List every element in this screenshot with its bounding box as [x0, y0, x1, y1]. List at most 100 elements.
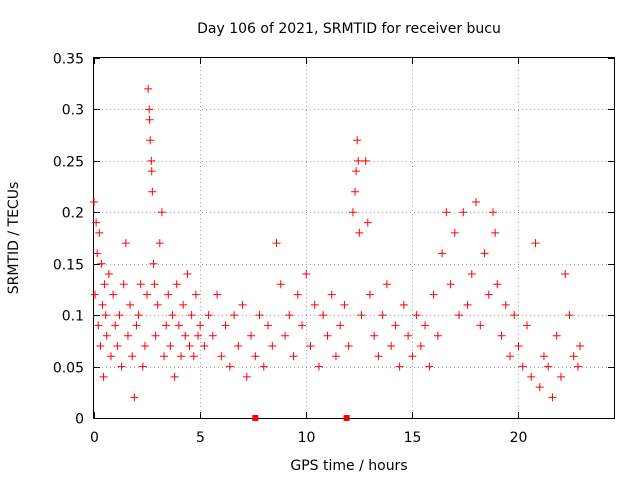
- data-point: [357, 311, 366, 320]
- data-point: [100, 280, 109, 289]
- x-axis-title: GPS time / hours: [290, 458, 407, 474]
- data-point: [459, 208, 468, 217]
- data-point: [336, 321, 345, 330]
- data-point: [395, 362, 404, 371]
- y-tick-label: 0: [75, 412, 84, 428]
- data-point: [331, 352, 340, 361]
- data-point: [166, 342, 175, 350]
- data-point: [327, 290, 336, 299]
- data-point: [556, 372, 565, 381]
- data-point: [429, 290, 438, 299]
- data-point: [145, 115, 154, 124]
- axis-marker: [252, 415, 259, 421]
- data-point: [323, 331, 332, 340]
- data-point: [126, 300, 135, 309]
- data-point: [217, 352, 226, 361]
- chart-title: Day 106 of 2021, SRMTID for receiver buc…: [197, 21, 501, 37]
- data-point: [153, 300, 162, 309]
- data-point: [185, 342, 194, 350]
- data-point: [352, 167, 361, 176]
- data-point: [247, 331, 256, 340]
- data-point: [314, 362, 323, 371]
- data-point: [191, 290, 200, 299]
- data-point: [147, 167, 156, 176]
- data-point: [121, 239, 130, 248]
- data-point: [144, 84, 153, 93]
- data-point: [353, 136, 362, 145]
- data-point: [433, 331, 442, 340]
- data-point: [115, 311, 124, 320]
- data-point: [491, 228, 500, 237]
- data-point: [101, 311, 110, 320]
- data-point: [208, 331, 217, 340]
- data-point: [196, 321, 205, 330]
- data-point: [92, 218, 101, 227]
- data-point: [174, 321, 183, 330]
- data-point: [242, 372, 251, 381]
- data-point: [179, 300, 188, 309]
- data-point: [548, 393, 557, 402]
- data-point: [442, 208, 451, 217]
- data-point: [544, 362, 553, 371]
- data-point: [497, 331, 506, 340]
- data-point: [531, 239, 540, 248]
- data-point: [255, 311, 264, 320]
- data-point: [94, 321, 103, 330]
- data-point: [123, 331, 132, 340]
- axis-marker: [343, 415, 350, 421]
- data-point: [363, 218, 372, 227]
- data-point: [164, 290, 173, 299]
- data-point: [276, 280, 285, 289]
- data-point: [97, 259, 106, 268]
- data-point: [138, 362, 147, 371]
- data-point: [306, 342, 315, 350]
- data-point: [177, 352, 186, 361]
- data-point: [155, 239, 164, 248]
- data-point: [354, 156, 363, 165]
- data-point: [160, 352, 169, 361]
- data-point: [438, 249, 447, 258]
- data-point: [501, 300, 510, 309]
- x-tick-label: 5: [196, 430, 205, 446]
- data-point: [130, 393, 139, 402]
- data-point: [561, 270, 570, 278]
- data-point: [365, 290, 374, 299]
- data-point: [230, 311, 239, 320]
- data-point: [455, 311, 464, 320]
- data-point: [416, 342, 425, 350]
- data-point: [113, 342, 122, 350]
- data-point: [90, 198, 98, 206]
- data-point: [98, 300, 107, 309]
- data-point: [552, 331, 561, 340]
- data-point: [194, 331, 202, 340]
- y-tick-label: 0.05: [53, 361, 84, 377]
- data-point: [234, 342, 243, 350]
- data-point: [281, 331, 290, 340]
- data-point: [128, 352, 137, 361]
- data-point: [302, 270, 311, 278]
- data-point: [146, 136, 155, 145]
- data-point: [200, 342, 209, 350]
- data-point: [134, 311, 143, 320]
- y-tick-label: 0.25: [53, 155, 84, 171]
- data-point: [539, 352, 548, 361]
- data-point: [268, 342, 277, 350]
- data-point: [510, 311, 519, 320]
- data-point: [157, 208, 166, 217]
- data-point: [344, 342, 353, 350]
- data-point: [569, 352, 578, 361]
- y-tick-label: 0.15: [53, 258, 84, 274]
- y-tick-label: 0.1: [62, 309, 84, 325]
- data-point: [319, 311, 328, 320]
- data-point: [412, 311, 421, 320]
- data-point: [446, 280, 455, 289]
- data-point: [221, 321, 230, 330]
- x-tick-label: 15: [404, 430, 422, 446]
- data-point: [238, 300, 247, 309]
- data-point: [351, 187, 360, 196]
- data-point: [145, 105, 154, 114]
- data-point: [378, 311, 387, 320]
- data-point: [374, 352, 383, 361]
- data-point: [106, 352, 115, 361]
